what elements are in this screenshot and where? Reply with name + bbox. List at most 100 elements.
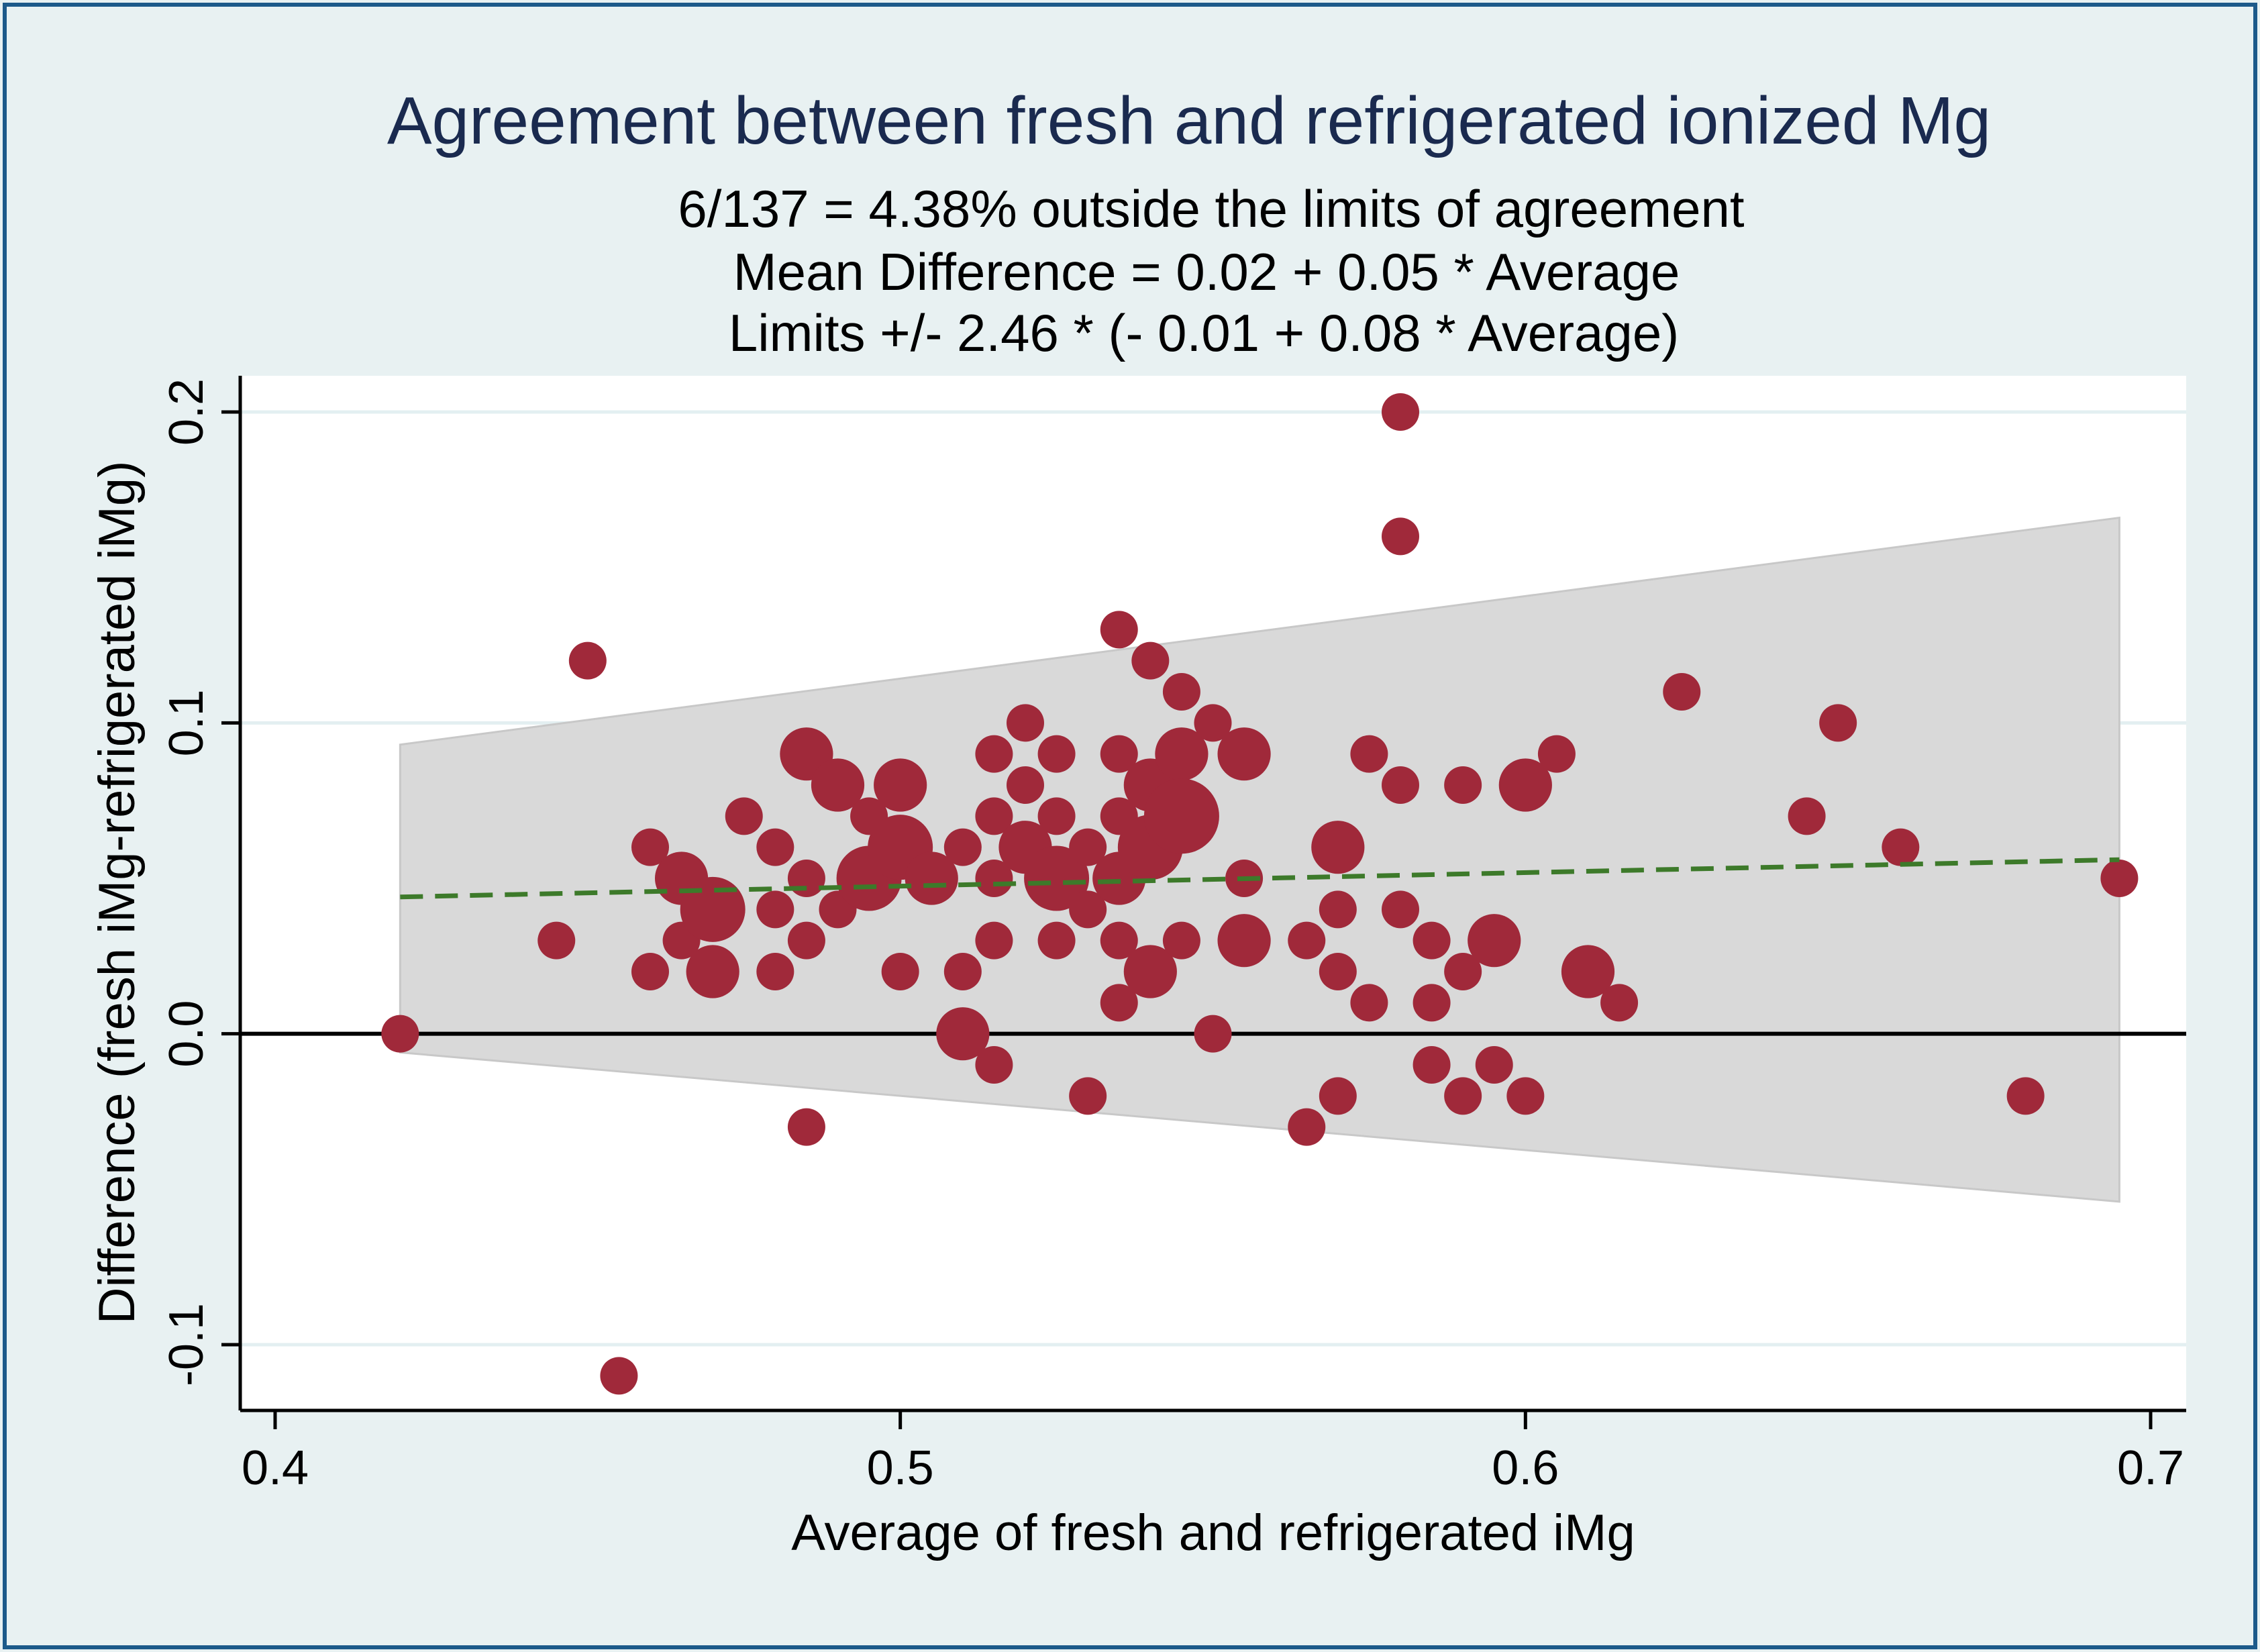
data-point-53 [1123,945,1177,998]
data-point-71 [1382,393,1419,431]
data-point-11 [756,828,794,866]
y-axis-ticks: -0.1 0.0 0.1 0.2 [160,378,240,1386]
data-point-56 [1143,778,1219,854]
y-tick-label-1: 0.0 [160,1000,213,1068]
data-point-72 [1382,517,1419,556]
data-point-16 [787,921,825,960]
data-point-57 [1162,921,1200,960]
data-point-78 [1444,766,1482,804]
data-point-77 [1412,1046,1451,1084]
data-point-93 [2100,860,2139,897]
data-point-62 [1217,914,1271,968]
x-tick-label-0: 0.4 [242,1441,309,1495]
data-point-13 [756,953,794,990]
mean-difference-line [400,857,2120,900]
data-point-54 [1162,673,1200,711]
data-point-28 [936,1007,990,1061]
y-tick-label-3: 0.2 [160,378,213,446]
data-point-84 [1506,1077,1545,1115]
data-point-44 [1100,611,1138,649]
data-point-12 [756,890,794,929]
x-axis-title: Average of fresh and refrigerated iMg [791,1504,1635,1561]
data-point-58 [1194,704,1232,742]
data-point-80 [1444,1077,1482,1115]
chart-subtitle-line-1: 6/137 = 4.38% outside the limits of agre… [678,179,1744,238]
chart-subtitle-line-3: Limits +/- 2.46 * (- 0.01 + 0.08 * Avera… [729,303,1679,362]
chart-subtitle-line-2: Mean Difference = 0.02 + 0.05 * Average [733,242,1680,301]
data-point-26 [943,828,982,866]
y-tick-label-2: 0.1 [160,689,213,756]
data-point-86 [1561,945,1615,998]
data-point-22 [874,758,927,812]
data-point-59 [1194,1015,1232,1053]
data-point-50 [1131,641,1170,680]
data-point-8 [680,876,746,942]
data-point-43 [1069,1077,1107,1115]
x-tick-label-2: 0.6 [1492,1441,1559,1495]
data-point-85 [1537,735,1576,773]
data-point-42 [1069,890,1107,929]
data-point-41 [1069,828,1107,866]
data-point-69 [1350,735,1388,773]
data-point-63 [1288,921,1326,960]
data-point-76 [1412,984,1451,1022]
data-point-32 [975,921,1013,960]
data-point-35 [1007,766,1044,804]
data-point-45 [1100,735,1138,773]
data-point-67 [1319,953,1357,990]
chart-border [3,3,2257,1649]
y-tick-label-0: -0.1 [160,1303,213,1386]
y-axis-title: Difference (fresh iMg-refrigerated iMg) [89,461,146,1325]
data-point-55 [1155,727,1209,781]
data-point-33 [975,1046,1013,1084]
data-point-89 [1788,797,1826,835]
data-point-27 [943,953,982,990]
x-tick-label-1: 0.5 [867,1441,934,1495]
data-point-91 [1882,828,1920,866]
data-point-92 [2006,1077,2045,1115]
data-point-48 [1100,921,1138,960]
data-point-49 [1100,984,1138,1022]
data-point-73 [1382,766,1419,804]
data-point-83 [1498,758,1552,812]
data-point-64 [1288,1108,1326,1146]
data-point-17 [787,1108,825,1146]
data-point-24 [881,953,919,990]
data-point-79 [1444,953,1482,990]
x-axis-ticks: 0.4 0.5 0.6 0.7 [242,1410,2184,1495]
data-point-1 [537,921,576,960]
data-point-88 [1663,673,1701,711]
data-point-29 [975,735,1013,773]
data-point-82 [1475,1046,1513,1084]
data-point-31 [975,860,1013,897]
x-tick-label-3: 0.7 [2117,1441,2184,1495]
data-point-34 [1007,704,1044,742]
data-point-30 [975,797,1013,835]
data-point-65 [1311,821,1365,874]
data-point-5 [631,953,669,990]
data-point-38 [1037,797,1076,835]
data-point-37 [1037,735,1076,773]
data-point-18 [811,758,865,812]
data-point-4 [631,828,669,866]
data-point-9 [686,945,739,998]
data-point-40 [1037,921,1076,960]
data-point-81 [1468,914,1521,968]
data-point-74 [1382,890,1419,929]
data-point-60 [1217,727,1271,781]
data-point-87 [1600,984,1639,1022]
data-point-25 [905,851,958,905]
data-point-15 [787,860,825,897]
data-point-39 [1024,845,1090,911]
data-point-2 [568,641,607,680]
data-point-68 [1319,1077,1357,1115]
data-point-10 [725,797,763,835]
data-point-75 [1412,921,1451,960]
data-point-3 [600,1357,638,1395]
data-points [381,393,2139,1395]
data-point-70 [1350,984,1388,1022]
chart-title: Agreement between fresh and refrigerated… [387,83,1991,158]
data-point-90 [1819,704,1857,742]
data-point-66 [1319,890,1357,929]
